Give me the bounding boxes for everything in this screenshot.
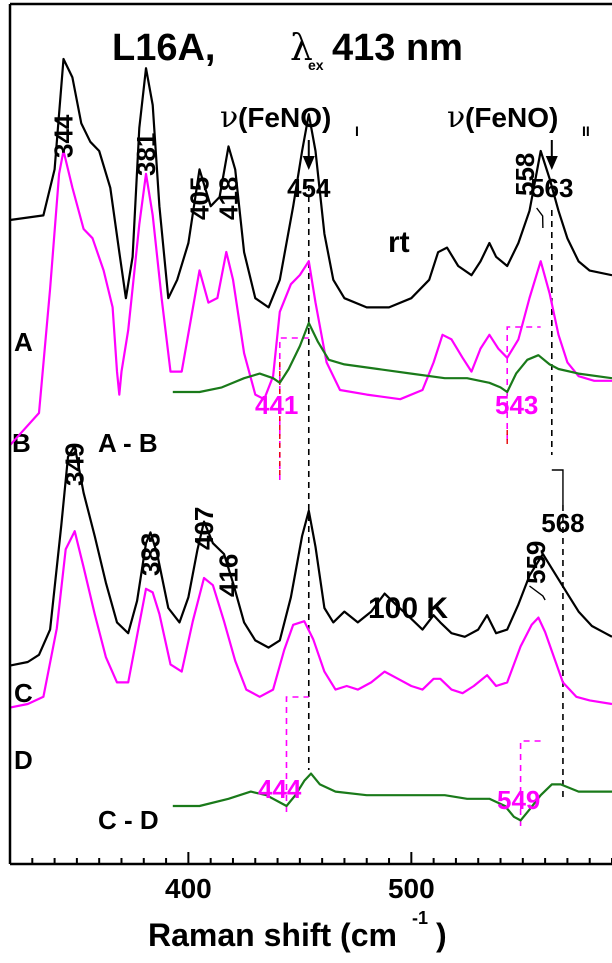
peak-label-418: 418: [214, 177, 244, 220]
condition-100k: 100 K: [368, 592, 448, 625]
condition-rt: rt: [388, 226, 410, 259]
mode-label-feno-I: ν (FeNO) I: [220, 100, 359, 139]
mode-sub: II: [582, 123, 590, 139]
title-main: L16A,: [112, 27, 215, 69]
mode-arrow-head-0: [302, 156, 315, 170]
peak-label-568: 568: [541, 508, 584, 538]
peak-label-563: 563: [530, 173, 573, 203]
mode-sub: I: [355, 123, 359, 139]
x-axis-title-tail: ): [436, 917, 447, 953]
series-c-line: [9, 444, 612, 667]
x-axis-title-sup: -1: [412, 908, 428, 928]
trace-label-d: D: [14, 745, 33, 775]
series-d-line: [9, 530, 612, 709]
diff-label-441: 441: [255, 390, 298, 420]
series-b-line: [9, 149, 612, 446]
leader-568: [551, 469, 564, 505]
series-a-line: [9, 57, 612, 309]
diff-box-543: [506, 326, 541, 440]
trace-label-a-minus-b: A - B: [98, 428, 158, 458]
x-tick-label: 500: [388, 873, 435, 904]
x-axis-title: Raman shift (cm -1 ): [148, 908, 447, 953]
peak-label-349: 349: [60, 443, 90, 486]
mode-arrow-head-1: [545, 156, 558, 170]
series-c-d-line: [172, 772, 612, 822]
trace-label-a: A: [14, 327, 33, 357]
title-sub: ex: [308, 57, 324, 73]
axes: 400 500: [8, 2, 612, 904]
mode-text: (FeNO): [238, 102, 331, 133]
leader-558: [536, 207, 544, 229]
peak-label-405: 405: [185, 177, 215, 220]
diff-label-543: 543: [495, 390, 538, 420]
peak-label-454: 454: [287, 173, 331, 203]
diff-box-549: [519, 740, 543, 826]
peak-label-344: 344: [49, 114, 79, 158]
peak-label-559: 559: [521, 541, 551, 584]
peak-label-381: 381: [131, 133, 161, 176]
mode-text: (FeNO): [465, 102, 558, 133]
peak-label-383: 383: [135, 533, 165, 576]
title-lambda: λ: [290, 28, 313, 69]
peak-label-407: 407: [189, 507, 219, 550]
diff-box-441: [278, 337, 309, 480]
diff-label-549: 549: [497, 785, 540, 815]
x-tick-label: 400: [165, 873, 212, 904]
trace-label-c: C: [14, 678, 33, 708]
guide-lines: [278, 140, 564, 826]
leader-559: [529, 585, 546, 601]
peak-label-416: 416: [214, 554, 244, 597]
trace-label-c-minus-d: C - D: [98, 805, 159, 835]
series-layer: [9, 57, 612, 822]
title-tail: 413 nm: [332, 27, 463, 69]
chart-title: L16A, λ ex 413 nm: [112, 27, 463, 73]
trace-label-b: B: [12, 428, 31, 458]
x-axis-title-text: Raman shift (cm: [148, 917, 397, 953]
mode-label-feno-II: ν (FeNO) II: [447, 100, 590, 139]
diff-box-444: [285, 696, 309, 812]
mode-nu: ν: [447, 100, 465, 135]
mode-nu: ν: [220, 100, 238, 135]
diff-label-444: 444: [258, 774, 302, 804]
peak-label-558: 558: [510, 153, 540, 196]
series-a-b-line: [172, 321, 612, 394]
